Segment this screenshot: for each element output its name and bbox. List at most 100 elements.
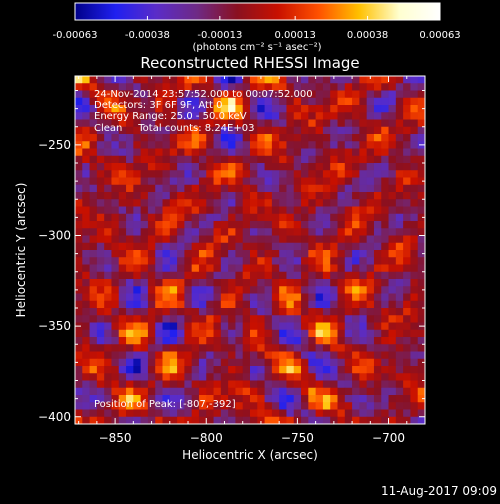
heatmap-cell bbox=[344, 271, 353, 280]
heatmap-cell bbox=[75, 271, 83, 280]
heatmap-cell bbox=[140, 308, 149, 316]
heatmap-cell bbox=[220, 112, 229, 120]
heatmap-cell bbox=[308, 387, 317, 396]
heatmap-cell bbox=[177, 344, 185, 352]
heatmap-cell bbox=[184, 250, 193, 258]
heatmap-cell bbox=[293, 344, 302, 352]
heatmap-cell bbox=[337, 235, 346, 244]
heatmap-cell bbox=[293, 308, 302, 316]
heatmap-cell bbox=[82, 112, 90, 120]
heatmap-cell bbox=[403, 163, 411, 171]
heatmap-cell bbox=[264, 228, 273, 236]
heatmap-cell bbox=[250, 293, 258, 302]
heatmap-cell bbox=[213, 177, 222, 186]
heatmap-cell bbox=[198, 97, 207, 106]
heatmap-cell bbox=[417, 148, 426, 157]
heatmap-cell bbox=[220, 315, 229, 323]
heatmap-cell bbox=[213, 90, 222, 99]
heatmap-cell bbox=[315, 300, 324, 309]
heatmap-cell bbox=[301, 300, 309, 309]
heatmap-cell bbox=[104, 141, 112, 149]
heatmap-cell bbox=[169, 373, 178, 381]
heatmap-cell bbox=[133, 322, 142, 331]
heatmap-cell bbox=[315, 344, 324, 352]
heatmap-cell bbox=[104, 409, 112, 418]
heatmap-cell bbox=[147, 90, 156, 99]
heatmap-cell bbox=[206, 184, 214, 193]
heatmap-cell bbox=[82, 300, 90, 309]
heatmap-cell bbox=[162, 155, 171, 164]
heatmap-cell bbox=[410, 366, 419, 374]
heatmap-cell bbox=[337, 271, 346, 280]
heatmap-cell bbox=[206, 126, 214, 135]
heatmap-cell bbox=[198, 366, 207, 374]
heatmap-cell bbox=[359, 271, 368, 280]
heatmap-cell bbox=[126, 163, 134, 171]
heatmap-cell bbox=[220, 308, 229, 316]
heatmap-cell bbox=[366, 163, 375, 171]
heatmap-cell bbox=[410, 329, 419, 338]
heatmap-cell bbox=[381, 119, 389, 128]
heatmap-cell bbox=[257, 242, 265, 251]
heatmap-cell bbox=[198, 409, 207, 418]
heatmap-cell bbox=[111, 250, 120, 258]
heatmap-cell bbox=[322, 366, 331, 374]
heatmap-cell bbox=[315, 163, 324, 171]
heatmap-cell bbox=[410, 279, 419, 287]
heatmap-cell bbox=[366, 271, 375, 280]
heatmap-cell bbox=[213, 213, 222, 222]
heatmap-cell bbox=[352, 337, 360, 345]
heatmap-cell bbox=[177, 235, 185, 244]
heatmap-cell bbox=[169, 155, 178, 164]
heatmap-cell bbox=[359, 163, 368, 171]
heatmap-cell bbox=[308, 373, 317, 381]
heatmap-cell bbox=[403, 184, 411, 193]
heatmap-cell bbox=[264, 373, 273, 381]
heatmap-cell bbox=[147, 351, 156, 360]
heatmap-cell bbox=[250, 373, 258, 381]
heatmap-cell bbox=[308, 213, 317, 222]
heatmap-cell bbox=[177, 387, 185, 396]
heatmap-cell bbox=[337, 395, 346, 403]
heatmap-cell bbox=[257, 337, 265, 345]
heatmap-cell bbox=[271, 257, 280, 265]
heatmap-cell bbox=[206, 83, 214, 91]
heatmap-cell bbox=[206, 344, 214, 352]
heatmap-cell bbox=[330, 119, 338, 128]
heatmap-cell bbox=[147, 155, 156, 164]
heatmap-cell bbox=[213, 119, 222, 128]
heatmap-cell bbox=[96, 235, 105, 244]
heatmap-cell bbox=[184, 242, 193, 251]
heatmap-cell bbox=[344, 293, 353, 302]
annotation-detectors: Detectors: 3F 6F 9F, Att 0 bbox=[94, 100, 222, 111]
heatmap-cell bbox=[228, 242, 236, 251]
heatmap-cell bbox=[352, 366, 360, 374]
heatmap-cell bbox=[322, 373, 331, 381]
heatmap-cell bbox=[301, 402, 309, 410]
heatmap-cell bbox=[330, 177, 338, 186]
heatmap-cell bbox=[220, 184, 229, 193]
heatmap-cell bbox=[118, 402, 127, 410]
heatmap-cell bbox=[242, 235, 251, 244]
heatmap-cell bbox=[235, 76, 244, 84]
heatmap-cell bbox=[162, 177, 171, 186]
heatmap-cell bbox=[403, 351, 411, 360]
heatmap-cell bbox=[410, 264, 419, 273]
heatmap-cell bbox=[140, 286, 149, 294]
heatmap-cell bbox=[75, 119, 83, 128]
heatmap-cell bbox=[169, 119, 178, 128]
heatmap-cell bbox=[82, 97, 90, 106]
heatmap-cell bbox=[220, 337, 229, 345]
heatmap-cell bbox=[118, 76, 127, 84]
heatmap-cell bbox=[155, 105, 163, 113]
heatmap-cell bbox=[111, 257, 120, 265]
heatmap-cell bbox=[403, 141, 411, 149]
heatmap-cell bbox=[330, 286, 338, 294]
heatmap-cell bbox=[315, 83, 324, 91]
heatmap-cell bbox=[279, 380, 287, 389]
heatmap-cell bbox=[257, 126, 265, 135]
heatmap-cell bbox=[315, 337, 324, 345]
heatmap-cell bbox=[373, 105, 382, 113]
heatmap-cell bbox=[96, 337, 105, 345]
heatmap-cell bbox=[279, 221, 287, 229]
